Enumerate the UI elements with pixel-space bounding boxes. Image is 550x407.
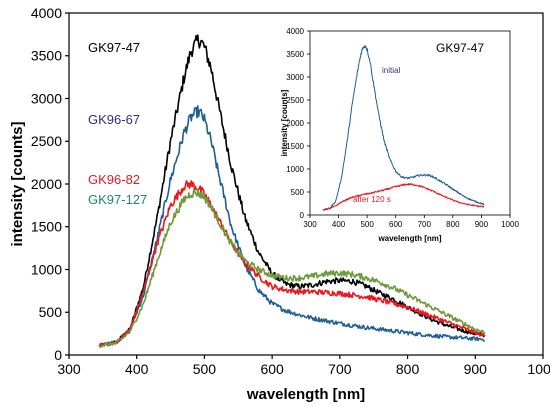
- inset-title: GK97-47: [436, 41, 484, 55]
- inset-y-tick-label: 1000: [286, 165, 304, 174]
- inset-y-tick-label: 2000: [286, 119, 304, 128]
- main-y-tick-label: 4000: [31, 5, 62, 21]
- inset-label-after-120-s: after 120 s: [353, 195, 391, 204]
- inset-x-tick-label: 300: [303, 220, 317, 229]
- main-x-tick-label: 900: [464, 361, 488, 377]
- main-y-tick-label: 3000: [31, 90, 62, 106]
- inset-y-tick-label: 500: [291, 188, 305, 197]
- main-y-tick-label: 1000: [31, 261, 62, 277]
- main-plot: 300 400 500 600 700 800 900 1000 0 500 1000 1500 200…: [9, 5, 550, 403]
- main-series-line-gk96-67: [98, 105, 485, 348]
- inset-background: [272, 22, 540, 248]
- inset-x-tick-label: 400: [332, 220, 346, 229]
- main-series-line-gk96-82: [98, 180, 486, 348]
- inset-y-tick-label: 4000: [286, 27, 304, 36]
- inset-y-tick-label: 0: [300, 211, 305, 220]
- legend-label-gk96-82: GK96-82: [88, 172, 140, 187]
- main-x-tick-label: 400: [125, 361, 149, 377]
- inset-x-tick-label: 1000: [501, 220, 519, 229]
- main-y-tick-label: 500: [39, 304, 63, 320]
- inset-plot: 300 400 500 600 700 800 900 1000 0 500 1000 1500 200…: [272, 22, 540, 248]
- inset-label-initial: initial: [382, 66, 400, 75]
- inset-series-line-initial: [322, 45, 485, 211]
- main-series-line-gk97-47: [98, 34, 486, 347]
- inset-x-tick-label: 700: [418, 220, 432, 229]
- main-x-tick-label: 500: [193, 361, 217, 377]
- main-series-line-gk97-127: [98, 188, 486, 348]
- main-x-tick-label: 600: [260, 361, 284, 377]
- inset-x-tick-label: 800: [446, 220, 460, 229]
- main-x-axis-title: wavelength [nm]: [246, 386, 365, 403]
- inset-y-tick-label: 3000: [286, 73, 304, 82]
- inset-y-axis-title: intensity [counts]: [280, 89, 289, 156]
- main-x-tick-label: 1000: [527, 361, 550, 377]
- inset-x-axis-title: wavelength [nm]: [377, 234, 441, 243]
- main-x-tick-label: 300: [57, 361, 81, 377]
- inset-y-tick-label: 2500: [286, 96, 304, 105]
- inset-y-tick-label: 1500: [286, 142, 304, 151]
- inset-x-tick-label: 500: [360, 220, 374, 229]
- legend-label-gk97-47: GK97-47: [88, 40, 140, 55]
- legend-label-gk96-67: GK96-67: [88, 112, 140, 127]
- main-y-tick-label: 0: [54, 347, 62, 363]
- main-y-tick-label: 3500: [31, 48, 62, 64]
- main-x-tick-label: 700: [328, 361, 352, 377]
- main-y-axis-title: intensity [counts]: [9, 121, 26, 246]
- inset-y-tick-label: 3500: [286, 50, 304, 59]
- main-y-tick-label: 2000: [31, 176, 62, 192]
- inset-x-tick-label: 900: [475, 220, 489, 229]
- main-y-tick-label: 1500: [31, 219, 62, 235]
- inset-series-line-after-120-s: [322, 183, 485, 211]
- inset-x-tick-label: 600: [389, 220, 403, 229]
- legend-label-gk97-127: GK97-127: [88, 192, 147, 207]
- main-x-tick-label: 800: [396, 361, 420, 377]
- main-y-tick-label: 2500: [31, 133, 62, 149]
